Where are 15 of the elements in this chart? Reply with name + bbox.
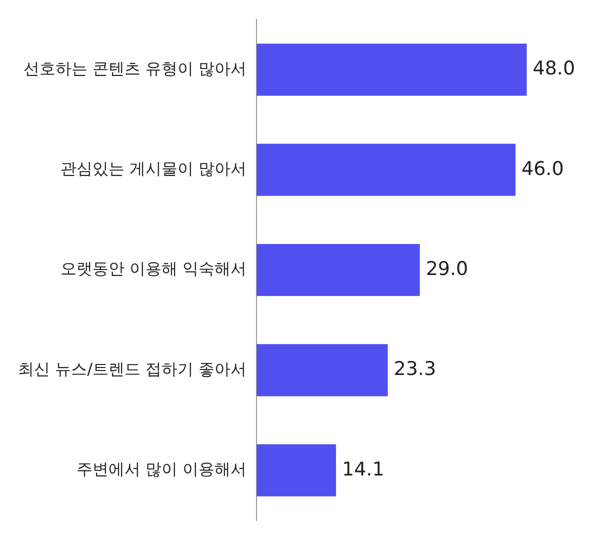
bar: [256, 244, 420, 296]
bar: [256, 444, 336, 496]
data-label: 48.0: [532, 58, 576, 80]
bar: [256, 44, 527, 96]
y-tick-label: 최신 뉴스/트렌드 접하기 좋아서: [18, 359, 247, 378]
y-tick-label: 관심있는 게시물이 많아서: [60, 158, 247, 178]
data-label: 29.0: [426, 258, 468, 280]
data-label: 14.1: [342, 458, 384, 480]
bar: [256, 144, 516, 196]
bar: [256, 344, 388, 396]
y-tick-label: 오랫동안 이용해 익숙해서: [60, 259, 247, 278]
y-tick-label: 선호하는 콘텐츠 유형이 많아서: [23, 58, 247, 78]
y-tick-label: 주변에서 많이 이용해서: [76, 459, 247, 478]
data-label: 23.3: [394, 358, 436, 380]
data-label: 46.0: [521, 158, 564, 180]
